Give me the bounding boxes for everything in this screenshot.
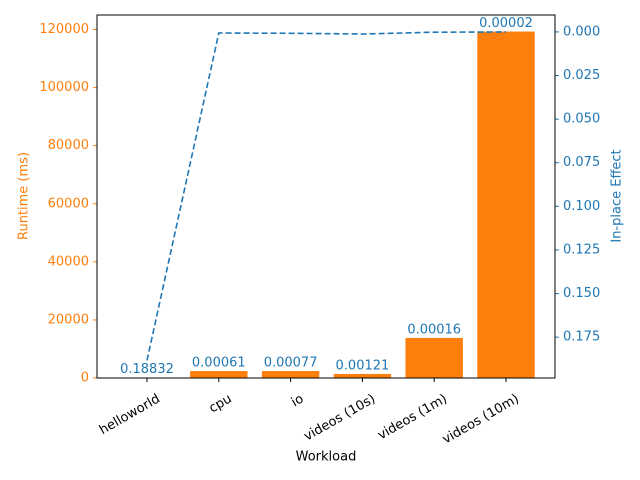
y-tick-label: 100000: [39, 80, 89, 95]
x-axis-label: Workload: [296, 450, 357, 465]
x-tick-label: cpu: [207, 392, 235, 417]
y-axis-label: Runtime (ms): [17, 152, 32, 240]
bar: [333, 373, 392, 378]
x-tick-label: io: [289, 391, 307, 410]
bar: [477, 31, 535, 379]
value-label: 0.00077: [264, 356, 318, 371]
y2-tick-label: 0.125: [563, 242, 600, 257]
x-tick-label: helloworld: [97, 392, 163, 439]
x-tick-label: videos (1m): [375, 392, 450, 444]
line: [146, 31, 507, 361]
value-label: 0.00121: [336, 358, 390, 373]
y-tick-label: 20000: [48, 312, 89, 327]
y2-tick-label: 0.100: [563, 199, 600, 214]
plot-frame: [96, 14, 556, 379]
y2-tick-label: 0.175: [563, 330, 600, 345]
bar: [405, 337, 463, 378]
x-tick-label: videos (10s): [301, 392, 378, 445]
y-tick-label: 80000: [48, 138, 89, 153]
y2-tick-label: 0.050: [563, 112, 600, 127]
y-tick-label: 40000: [48, 254, 89, 269]
value-label: 0.18832: [120, 362, 174, 377]
y2-axis-label: In-place Effect: [610, 149, 625, 242]
y-tick-label: 120000: [39, 22, 89, 37]
value-label: 0.00002: [479, 16, 533, 31]
y-tick-label: 0: [81, 371, 89, 386]
bar: [190, 371, 248, 378]
y2-tick-label: 0.000: [563, 24, 600, 39]
value-label: 0.00016: [407, 322, 461, 337]
y2-tick-label: 0.025: [563, 68, 600, 83]
y2-tick-label: 0.075: [563, 155, 600, 170]
y-tick-label: 60000: [48, 196, 89, 211]
y2-tick-label: 0.150: [563, 286, 600, 301]
bar: [261, 371, 320, 378]
x-tick-label: videos (10m): [440, 392, 522, 448]
value-label: 0.00061: [192, 356, 246, 371]
